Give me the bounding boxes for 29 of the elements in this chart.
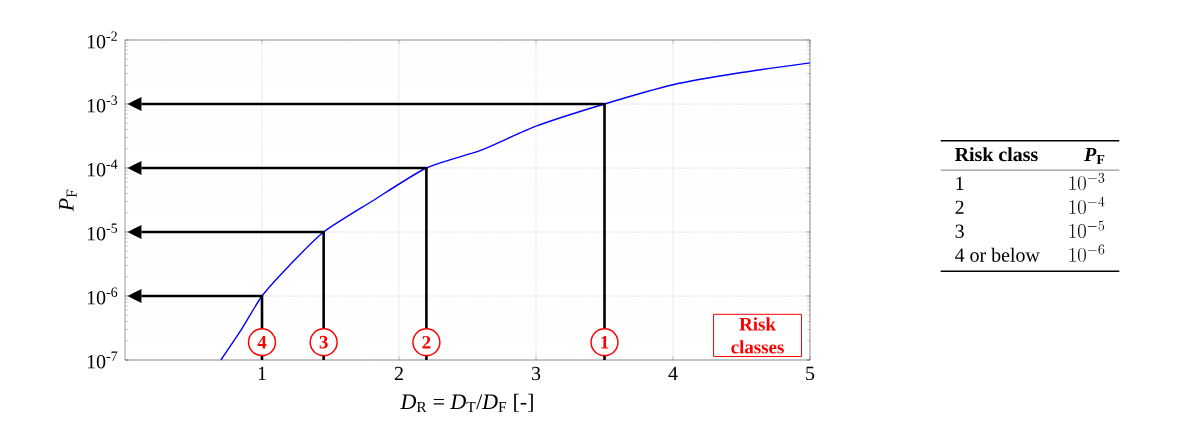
text: $10^{-6}$ xyxy=(1069,244,1105,262)
category-label: 3 xyxy=(955,224,964,238)
y-tick-label: 10$^{-6}$ xyxy=(87,287,118,305)
x-tick-label: 1 xyxy=(258,366,266,380)
annotation: 2 xyxy=(422,335,431,349)
x-tick-label: 4 xyxy=(668,366,678,380)
y-tick-label: 10$^{-7}$ xyxy=(87,351,118,369)
text: D$_{R}$ = D$_{T}$/D$_{F}$ [-] xyxy=(400,393,533,413)
text: $10^{-3}$ xyxy=(1069,172,1105,191)
y-tick-label: 10$^{-4}$ xyxy=(87,159,118,177)
x-tick-label: 3 xyxy=(531,366,541,381)
category-label: 4 or below xyxy=(955,247,1040,262)
text: $10^{-5}$ xyxy=(1069,220,1105,239)
category-label: 2 xyxy=(955,200,964,214)
category-label: P$_{F}$ xyxy=(1084,147,1105,165)
y-tick-label: 10$^{-2}$ xyxy=(87,31,117,49)
y-axis-title: P$_{F}$ xyxy=(59,189,77,212)
annotation: 4 xyxy=(257,335,267,349)
category-label: 1 xyxy=(956,176,964,190)
y-tick-label: 10$^{-3}$ xyxy=(87,95,118,113)
text: $10^{-4}$ xyxy=(1069,196,1105,215)
line-series xyxy=(220,62,811,361)
annotation: 3 xyxy=(319,335,328,349)
x-tick-label: 5 xyxy=(806,366,815,381)
x-tick-label: 2 xyxy=(394,366,403,381)
annotation: Risk classes xyxy=(731,317,784,354)
y-tick-label: 10$^{-5}$ xyxy=(87,223,118,241)
annotation: 1 xyxy=(601,335,609,349)
category-label: Risk class xyxy=(954,147,1038,162)
